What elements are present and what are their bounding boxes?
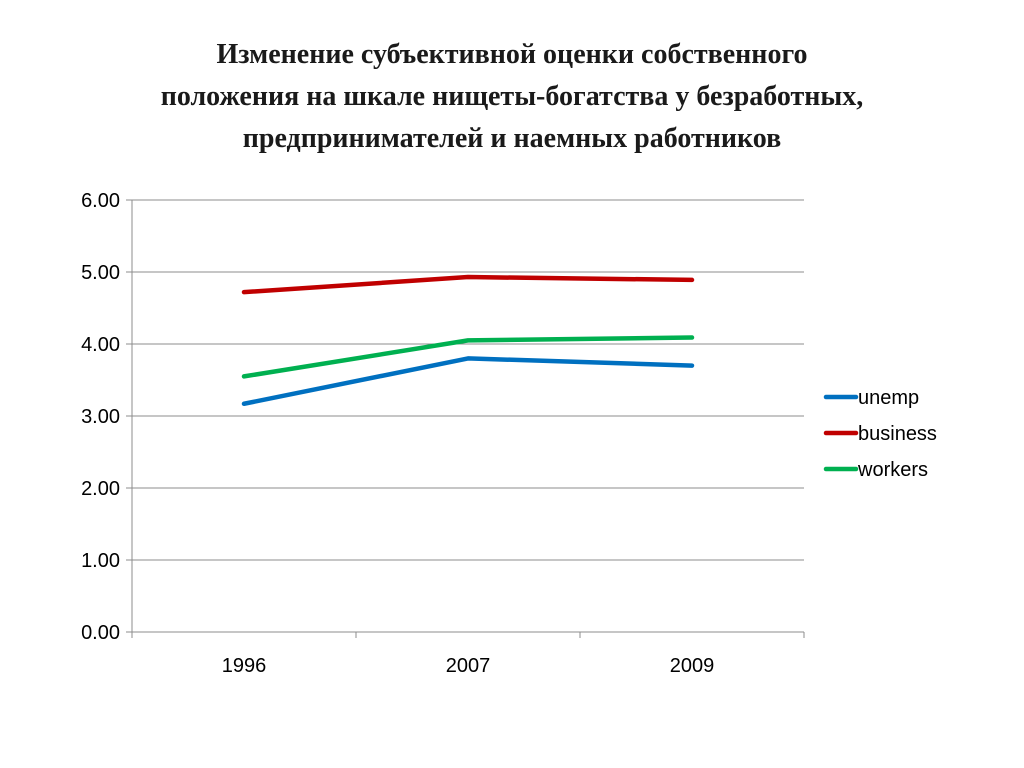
x-axis-tick-labels: 1996 2007 2009 xyxy=(222,655,715,677)
chart-title-line-2: положения на шкале нищеты-богатства у бе… xyxy=(160,81,864,112)
y-tick-label: 5.00 xyxy=(81,262,120,284)
y-tick-label: 0.00 xyxy=(81,622,120,644)
legend-label-business: business xyxy=(858,423,937,445)
y-tick-label: 2.00 xyxy=(81,478,120,500)
y-axis-tick-labels: 0.00 1.00 2.00 3.00 4.00 5.00 6.00 xyxy=(81,190,120,644)
chart-title: Изменение субъективной оценки собственно… xyxy=(40,34,984,160)
x-tick-label: 2009 xyxy=(670,655,715,677)
chart-title-line-3: предпринимателей и наемных работников xyxy=(242,123,782,154)
legend-label-unemp: unemp xyxy=(858,387,919,409)
legend-label-workers: workers xyxy=(857,459,928,481)
grid-lines xyxy=(132,199,804,561)
axes xyxy=(126,199,805,638)
x-tick-label: 2007 xyxy=(446,655,491,677)
y-tick-label: 1.00 xyxy=(81,550,120,572)
series-lines xyxy=(241,274,695,407)
chart-title-line-1: Изменение субъективной оценки собственно… xyxy=(216,39,808,70)
legend: unemp business workers xyxy=(823,387,937,481)
y-tick-label: 3.00 xyxy=(81,406,120,428)
series-line-business xyxy=(241,274,695,295)
y-tick-label: 6.00 xyxy=(81,190,120,212)
x-tick-label: 1996 xyxy=(222,655,267,677)
y-tick-label: 4.00 xyxy=(81,334,120,356)
